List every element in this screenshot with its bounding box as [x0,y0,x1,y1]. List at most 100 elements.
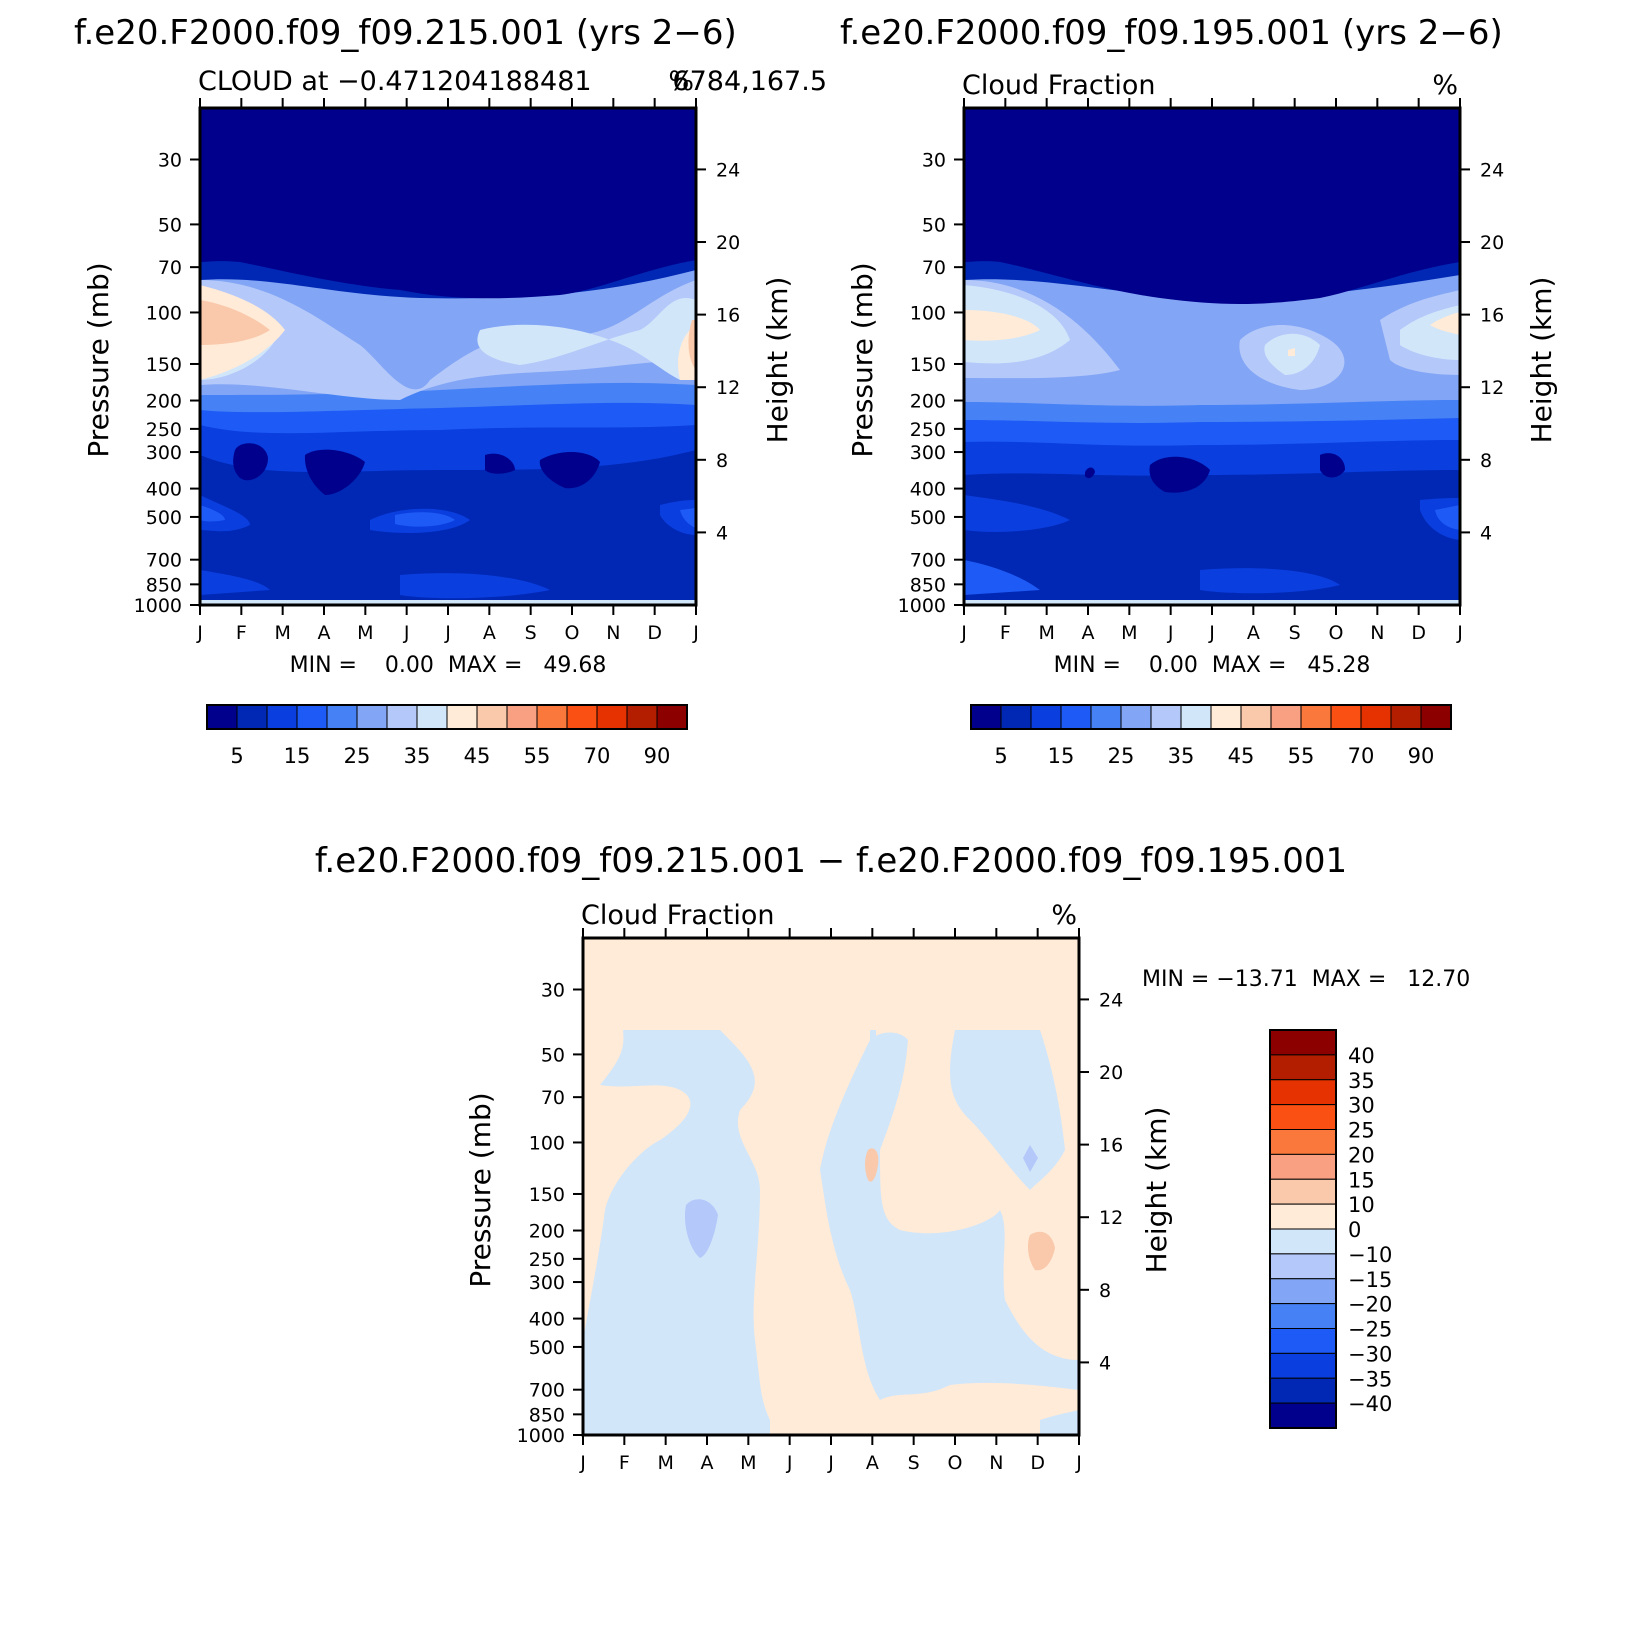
diff-band-negative-1 [583,1030,770,1435]
colorbar-swatch [386,704,418,730]
x-tick-label: J [1456,622,1463,644]
colorbar-swatch [626,704,658,730]
colorbar-swatch [1269,1377,1337,1404]
contour-field [583,938,1079,1435]
y2-tick-label: 20 [1480,232,1504,254]
colorbar-label: −10 [1348,1243,1392,1267]
y2-axis-label: Height (km) [1140,1107,1173,1274]
x-tick-label: D [647,622,662,644]
colorbar-label: 15 [284,744,311,768]
low-cloud-patch-2 [200,505,696,528]
colorbar-swatch [1269,1153,1337,1180]
panel-subtitle: Cloud Fraction [962,70,1155,101]
colorbar-label: 90 [1408,744,1435,768]
panel-difference: f.e20.F2000.f09_f09.215.001 − f.e20.F200… [315,841,1470,1474]
colorbar-swatch [536,704,568,730]
low-cloud-patch-1 [964,495,1460,594]
panel-title: f.e20.F2000.f09_f09.215.001 − f.e20.F200… [315,841,1347,881]
y2-tick-label: 12 [716,377,740,399]
x-tick-label: M [274,622,290,644]
y-tick-label: 1000 [134,595,182,617]
x-tick-label: A [866,1452,879,1474]
x-tick-label: D [1411,622,1426,644]
x-tick-label: A [701,1452,714,1474]
colorbar-label: 70 [1348,744,1375,768]
colorbar-swatch [476,704,508,730]
colorbar-label: 25 [1108,744,1135,768]
y-tick-label: 50 [541,1044,565,1066]
colorbar-swatch [970,704,1002,730]
y-tick-label: 500 [910,507,946,529]
x-tick-label: A [1247,622,1260,644]
y-tick-label: 700 [146,550,182,572]
cloud-minimum-1 [1085,467,1095,479]
x-tick-label: D [1030,1452,1045,1474]
y-tick-label: 150 [529,1184,565,1206]
colorbar-swatch [1269,1303,1337,1329]
colorbar-swatch [236,704,268,730]
y-tick-label: 700 [529,1380,565,1402]
y-tick-label: 30 [158,150,182,172]
y-tick-label: 30 [922,150,946,172]
y-tick-label: 400 [910,479,946,501]
colorbar-label: −25 [1348,1318,1392,1342]
colorbar-swatch [1060,704,1092,730]
x-tick-label: N [1370,622,1384,644]
low-cloud-patch-1 [200,495,696,599]
colorbar-frame [206,704,688,730]
colorbar-label: 0 [1348,1218,1361,1242]
colorbar-swatch [1269,1253,1337,1280]
cloud-minimum-3 [1320,453,1345,478]
colorbar-swatch [356,704,388,730]
y-tick-label: 850 [529,1404,565,1426]
y-tick-label: 100 [529,1132,565,1154]
colorbar-swatch [1269,1278,1337,1305]
x-tick-label: M [357,622,373,644]
y-tick-label: 200 [910,391,946,413]
cloud-minimum-3 [485,453,515,474]
x-tick-label: F [619,1452,630,1474]
y-tick-label: 70 [922,257,946,279]
colorbar-swatch [1420,704,1452,730]
y2-tick-label: 8 [716,450,728,472]
y-tick-label: 850 [910,574,946,596]
colorbar-swatch [416,704,448,730]
y-tick-label: 300 [529,1272,565,1294]
colorbar-label: −20 [1348,1293,1392,1317]
x-tick-label: O [948,1452,963,1474]
x-tick-label: J [960,622,967,644]
cloud-band-35 [964,285,1460,375]
colorbar-label: 45 [1228,744,1255,768]
y-tick-label: 400 [529,1309,565,1331]
colorbar-swatch [1300,704,1332,730]
cloud-minimum-1 [233,443,268,481]
x-tick-label: O [565,622,580,644]
colorbar-swatch [1269,1104,1337,1130]
x-tick-label: A [318,622,331,644]
cloud-band-0 [964,108,1460,304]
y-axis-label: Pressure (mb) [82,262,115,457]
colorbar-swatch [1030,704,1062,730]
colorbar-swatch [1269,1054,1337,1081]
colorbar-swatch [566,704,598,730]
colorbar-swatch [1270,704,1302,730]
y-tick-label: 300 [146,442,182,464]
colorbar-label: 35 [1168,744,1195,768]
diff-band-negative-2 [820,1032,1079,1400]
colorbar-swatch [1269,1352,1337,1379]
panel-subtitle: CLOUD at −0.471204188481 [198,66,592,97]
diff-band-negative-3 [870,1030,1065,1190]
colorbar-swatch [326,704,358,730]
cloud-minimum-4 [539,451,600,489]
colorbar-swatch [1120,704,1152,730]
diff-surface-negative [1040,1410,1079,1435]
x-tick-label: M [740,1452,756,1474]
y2-tick-label: 16 [1480,305,1504,327]
panel-title: f.e20.F2000.f09_f09.195.001 (yrs 2−6) [840,13,1503,53]
colorbar-swatch [1390,704,1422,730]
x-tick-label: A [1082,622,1095,644]
y-tick-label: 50 [922,214,946,236]
